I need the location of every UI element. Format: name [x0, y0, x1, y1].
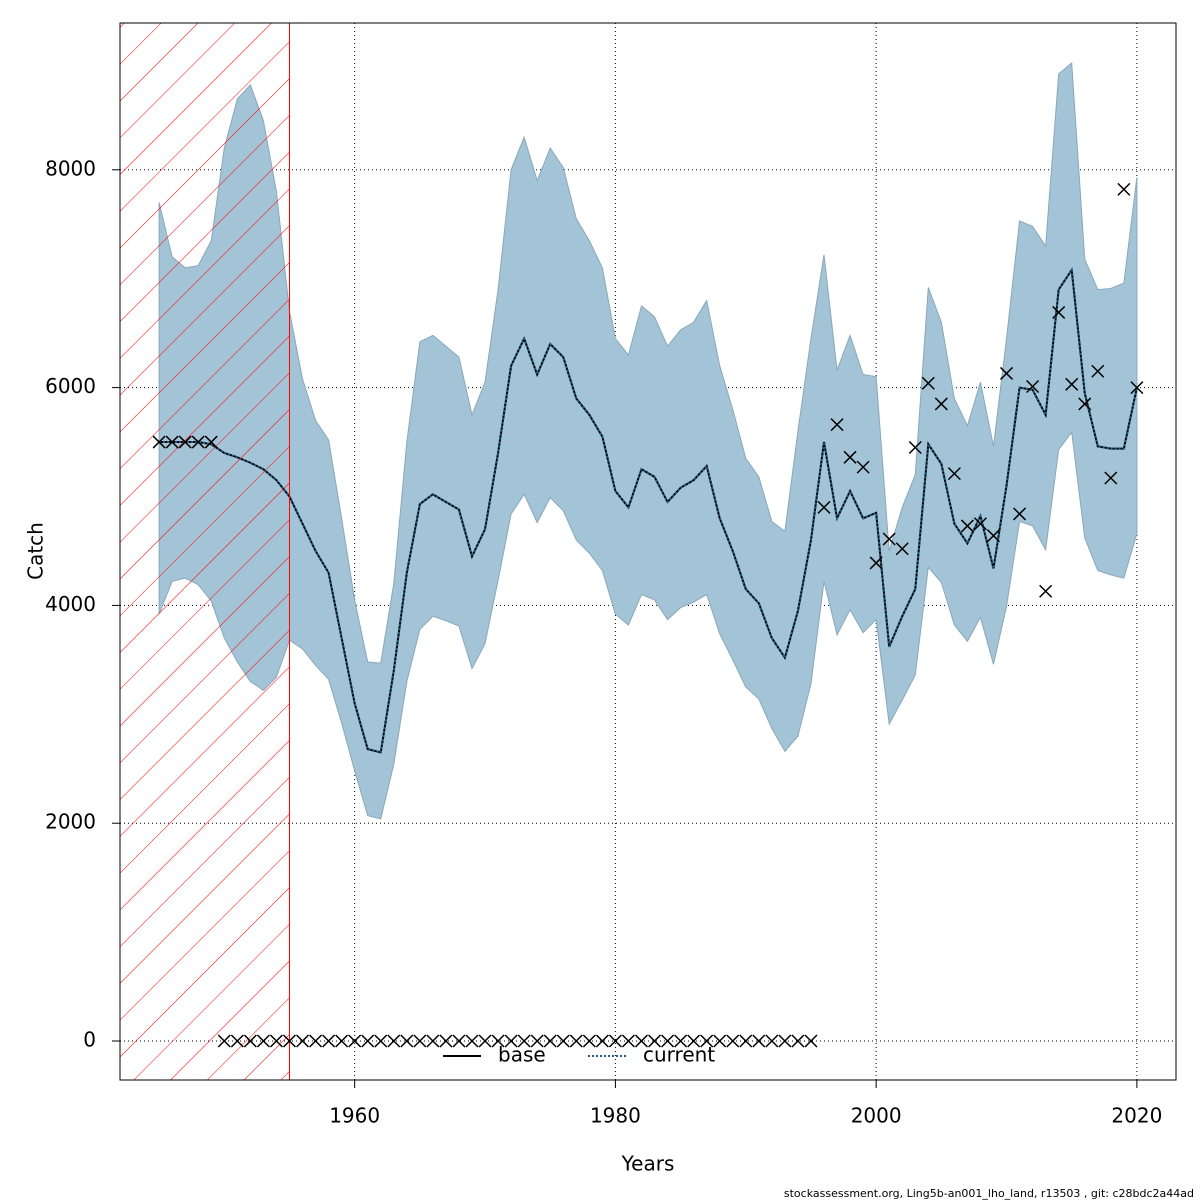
- observed-point: [1078, 397, 1092, 411]
- observed-point: [282, 1034, 297, 1048]
- x-tick-label: 2020: [1111, 1104, 1162, 1128]
- observed-point: [765, 1034, 779, 1048]
- observed-point: [269, 1034, 283, 1048]
- observed-point: [752, 1034, 766, 1048]
- observed-point: [178, 435, 192, 449]
- observed-point: [322, 1034, 336, 1048]
- observed-point: [1091, 364, 1105, 378]
- observed-point: [387, 1034, 401, 1048]
- observed-point: [374, 1034, 388, 1048]
- observed-point: [191, 435, 205, 449]
- observed-point: [517, 1034, 531, 1048]
- observed-point: [921, 376, 935, 390]
- observed-point: [791, 1034, 805, 1048]
- observed-point: [556, 1034, 570, 1048]
- x-tick-label: 1960: [329, 1104, 380, 1128]
- observed-point: [1013, 507, 1027, 521]
- observed-point: [491, 1034, 505, 1048]
- observed-point: [1117, 182, 1131, 196]
- observed-point: [947, 467, 961, 481]
- observed-point: [165, 435, 179, 449]
- observed-point: [569, 1034, 583, 1048]
- legend-label: base: [498, 1043, 546, 1067]
- y-tick-label: 2000: [45, 810, 96, 834]
- observed-point: [465, 1034, 479, 1048]
- observed-point: [869, 556, 883, 570]
- observed-point: [895, 542, 909, 556]
- x-axis-title: Years: [621, 1152, 675, 1176]
- observed-point: [256, 1034, 270, 1048]
- observed-point: [804, 1034, 818, 1048]
- legend-label: current: [643, 1043, 715, 1067]
- observed-point: [1104, 471, 1118, 485]
- observed-point: [1039, 584, 1053, 598]
- plot-frame: [119, 22, 1177, 1081]
- observed-point: [661, 1034, 675, 1048]
- observed-point: [973, 517, 987, 531]
- observed-point: [713, 1034, 727, 1048]
- observed-point: [230, 1034, 244, 1048]
- observed-point: [361, 1034, 375, 1048]
- observed-point: [439, 1034, 453, 1048]
- observed-point: [882, 532, 896, 546]
- observed-point: [830, 418, 844, 432]
- observed-point: [595, 1034, 609, 1048]
- observed-point: [1052, 305, 1066, 319]
- observed-point: [687, 1034, 701, 1048]
- observed-point: [530, 1034, 544, 1048]
- observed-point: [243, 1034, 257, 1048]
- footer: stockassessment.org, Ling5b-an001_lho_la…: [784, 1187, 1194, 1200]
- observed-point: [348, 1034, 362, 1048]
- observed-point: [908, 440, 922, 455]
- observed-point: [999, 366, 1014, 380]
- y-tick-label: 0: [83, 1028, 96, 1052]
- observed-point: [726, 1034, 740, 1048]
- observed-point: [504, 1034, 518, 1048]
- observed-point: [152, 435, 166, 449]
- observed-point: [309, 1034, 323, 1048]
- observed-point: [1130, 381, 1144, 395]
- observed-point: [960, 519, 974, 533]
- y-tick-label: 4000: [45, 592, 96, 616]
- observed-point: [335, 1034, 349, 1048]
- y-axis-title: Catch: [24, 522, 48, 580]
- observed-point: [986, 529, 1001, 543]
- observed-point: [295, 1034, 310, 1048]
- x-tick-label: 1980: [590, 1104, 641, 1128]
- observed-point: [543, 1034, 557, 1048]
- observed-point: [1065, 377, 1079, 391]
- x-tick-label: 2000: [851, 1104, 902, 1128]
- observed-point: [452, 1034, 466, 1048]
- y-tick-label: 6000: [45, 374, 96, 398]
- observed-point: [843, 450, 857, 464]
- observed-point: [400, 1034, 414, 1048]
- observed-point: [817, 500, 831, 514]
- observed-point: [778, 1034, 792, 1048]
- observed-point: [634, 1034, 649, 1048]
- observed-point: [478, 1034, 492, 1048]
- observed-point: [856, 460, 870, 474]
- observed-point: [647, 1034, 662, 1048]
- line-current: [159, 267, 1138, 754]
- observed-point: [700, 1034, 714, 1048]
- y-tick-label: 8000: [45, 156, 96, 180]
- observed-point: [204, 435, 218, 449]
- confidence-band: [158, 62, 1138, 820]
- observed-point: [739, 1034, 753, 1048]
- observed-point: [582, 1034, 596, 1048]
- observed-point: [621, 1034, 635, 1048]
- observed-point: [1026, 379, 1040, 394]
- observed-point: [217, 1034, 231, 1048]
- observed-point: [934, 397, 948, 411]
- observed-point: [674, 1034, 688, 1048]
- observed-point: [426, 1034, 440, 1048]
- hatched-region: [119, 22, 290, 1081]
- observed-point: [413, 1034, 427, 1048]
- observed-point: [608, 1034, 622, 1048]
